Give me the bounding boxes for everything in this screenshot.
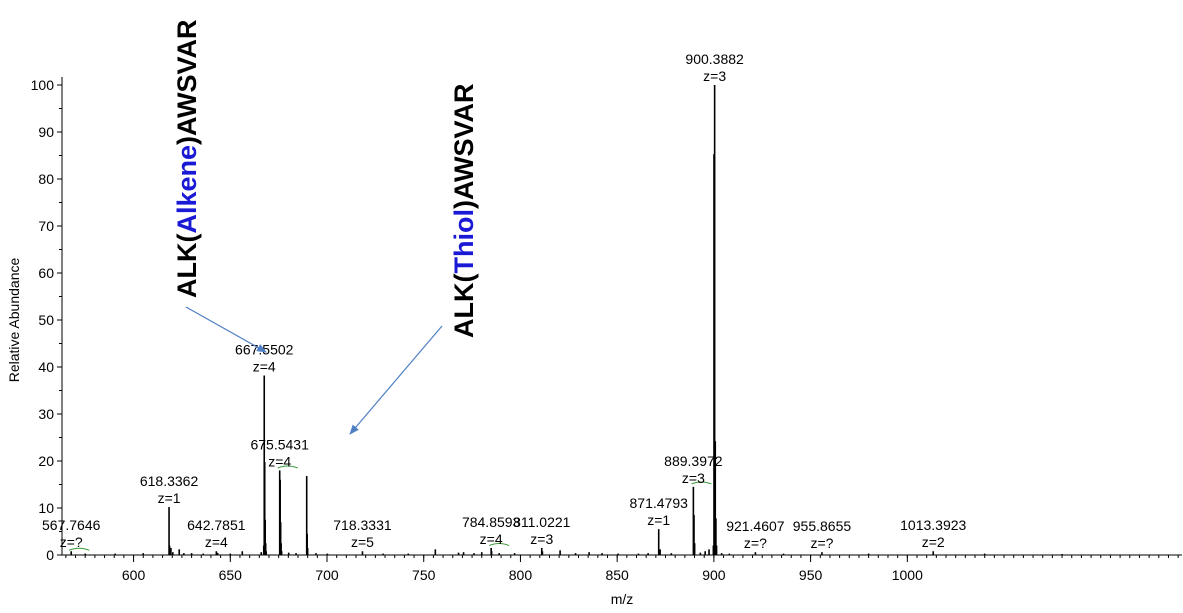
- thiol-arrow: [349, 325, 443, 435]
- peak-labels: z=?567.7646z=1618.3362z=4642.7851z=4667.…: [42, 51, 967, 551]
- peak-mz-label: 567.7646: [42, 517, 101, 533]
- peak-charge-label: z=1: [158, 490, 181, 506]
- x-tick-label: 800: [509, 567, 533, 583]
- y-tick-label: 50: [38, 312, 54, 328]
- annotation-alkene: ALK(Alkene)AWSVAR: [172, 19, 203, 298]
- peak-mz-label: 955.8655: [793, 518, 852, 534]
- peak-charge-label: z=5: [351, 534, 374, 550]
- peaks: [69, 85, 1063, 555]
- peak-charge-label: z=1: [647, 512, 670, 528]
- peak-mz-label: 642.7851: [187, 517, 246, 533]
- isotope-envelope-mark: [277, 465, 298, 469]
- peak-charge-label: z=4: [253, 358, 276, 374]
- y-tick-label: 70: [38, 218, 54, 234]
- y-tick-label: 80: [38, 171, 54, 187]
- peak-mz-label: 618.3362: [140, 473, 199, 489]
- peak-mz-label: 675.5431: [250, 436, 309, 452]
- y-tick-label: 60: [38, 265, 54, 281]
- y-tick-label: 100: [31, 77, 55, 93]
- isotope-envelope-mark: [69, 547, 90, 551]
- annotation-thiol-prefix: ALK(: [449, 273, 479, 338]
- peak-mz-label: 900.3882: [685, 51, 744, 67]
- x-tick-label: 750: [412, 567, 436, 583]
- x-tick-label: 700: [315, 567, 339, 583]
- peak-charge-label: z=3: [530, 531, 553, 547]
- x-tick-label: 850: [605, 567, 629, 583]
- annotation-alkene-prefix: ALK(: [172, 233, 202, 298]
- y-tick-label: 30: [38, 406, 54, 422]
- peak-charge-label: z=4: [480, 531, 503, 547]
- x-tick-label: 950: [799, 567, 823, 583]
- y-axis-title: Relative Abundance: [6, 258, 22, 383]
- isotope-envelope-mark: [691, 481, 712, 485]
- annotation-thiol-suffix: )AWSVAR: [449, 83, 479, 210]
- x-tick-label: 650: [219, 567, 243, 583]
- peak-mz-label: 718.3331: [333, 517, 392, 533]
- x-tick-label: 1000: [892, 567, 923, 583]
- peak-mz-label: 889.3972: [664, 453, 723, 469]
- annotation-thiol: ALK(Thiol)AWSVAR: [449, 84, 480, 338]
- peak-mz-label: 1013.3923: [900, 517, 966, 533]
- x-tick-label: 900: [702, 567, 726, 583]
- peak-charge-label: z=?: [60, 534, 83, 550]
- peak-mz-label: 667.5502: [235, 341, 294, 357]
- peak-charge-label: z=?: [744, 535, 767, 551]
- peak-mz-label: 871.4793: [630, 495, 689, 511]
- y-tick-label: 20: [38, 453, 54, 469]
- y-tick-label: 40: [38, 359, 54, 375]
- x-tick-label: 600: [122, 567, 146, 583]
- peak-charge-label: z=4: [268, 453, 291, 469]
- isotope-envelope-mark: [488, 543, 510, 547]
- peak-charge-label: z=?: [810, 535, 833, 551]
- peak-mz-label: 784.8593: [462, 514, 521, 530]
- peak-charge-label: z=2: [922, 534, 945, 550]
- y-tick-label: 10: [38, 500, 54, 516]
- peak-mz-label: 811.0221: [513, 514, 571, 530]
- annotation-alkene-suffix: )AWSVAR: [172, 19, 202, 145]
- peak-charge-label: z=4: [205, 534, 228, 550]
- y-tick-label: 0: [46, 547, 54, 563]
- peak-mz-label: 921.4607: [726, 518, 785, 534]
- annotation-thiol-highlight: Thiol: [449, 209, 479, 274]
- y-tick-label: 90: [38, 124, 54, 140]
- annotation-alkene-highlight: Alkene: [172, 144, 202, 234]
- alkene-arrow: [185, 306, 267, 353]
- peak-charge-label: z=3: [703, 68, 726, 84]
- peak-charge-label: z=3: [682, 470, 705, 486]
- x-axis-title: m/z: [611, 591, 634, 607]
